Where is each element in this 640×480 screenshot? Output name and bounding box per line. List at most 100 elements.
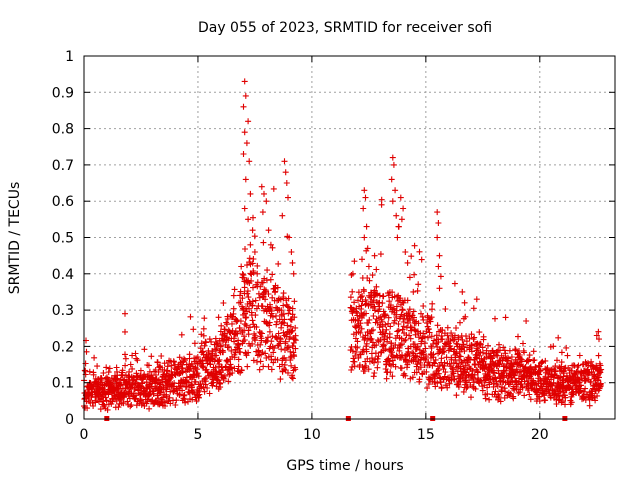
data-point	[363, 340, 370, 347]
data-point	[238, 263, 245, 270]
data-point	[410, 288, 417, 295]
data-point	[427, 374, 434, 381]
data-point	[263, 355, 270, 361]
data-point	[414, 353, 420, 360]
data-point	[391, 317, 398, 324]
data-point	[245, 331, 252, 338]
data-point	[287, 323, 294, 330]
data-point	[411, 326, 418, 333]
data-point	[262, 287, 269, 294]
data-point	[373, 342, 380, 349]
data-point	[254, 262, 261, 269]
data-point	[595, 377, 602, 384]
data-point	[360, 311, 367, 318]
data-point	[455, 383, 462, 390]
data-point	[224, 315, 231, 322]
data-point	[86, 368, 93, 375]
data-point	[119, 367, 126, 374]
data-point	[523, 318, 530, 324]
data-point	[398, 354, 405, 361]
data-point	[363, 362, 369, 369]
data-point	[373, 299, 380, 305]
data-point	[145, 362, 152, 369]
data-point	[240, 151, 247, 157]
data-point	[365, 302, 372, 309]
data-point	[555, 334, 562, 341]
data-point	[370, 326, 376, 333]
data-point	[98, 376, 105, 383]
data-point	[285, 295, 292, 302]
data-point	[394, 328, 401, 335]
data-point	[104, 406, 111, 413]
data-point	[386, 330, 393, 337]
data-point	[592, 397, 599, 404]
data-point	[502, 350, 509, 357]
data-point	[243, 322, 250, 329]
data-point	[457, 319, 463, 326]
data-point	[131, 385, 138, 392]
data-point	[235, 341, 242, 348]
data-point	[237, 288, 244, 295]
data-point	[506, 347, 513, 354]
data-point	[209, 382, 216, 389]
y-tick-label: 0.8	[52, 122, 74, 138]
data-point	[251, 249, 258, 255]
data-point	[425, 325, 432, 332]
data-point	[411, 271, 418, 278]
data-point	[193, 366, 200, 373]
data-point	[399, 326, 406, 333]
data-point	[597, 369, 604, 376]
data-point	[105, 369, 112, 376]
data-point	[479, 344, 486, 351]
data-point	[132, 350, 139, 357]
data-point	[206, 390, 213, 397]
data-point	[270, 349, 277, 356]
data-point	[100, 370, 107, 376]
data-point	[366, 316, 373, 323]
data-point	[588, 358, 595, 365]
data-point	[90, 371, 97, 378]
data-point	[212, 335, 219, 342]
data-point	[230, 292, 237, 299]
x-tick-label: 10	[303, 427, 321, 443]
data-point	[516, 352, 523, 358]
data-point	[363, 223, 370, 230]
data-point	[193, 398, 200, 405]
data-point	[400, 205, 407, 212]
data-point	[480, 336, 487, 343]
data-point	[278, 346, 285, 353]
data-point	[368, 327, 375, 334]
data-point	[241, 284, 248, 291]
data-point	[225, 337, 232, 344]
data-point	[420, 316, 427, 323]
data-point	[235, 356, 242, 363]
data-point	[387, 369, 394, 376]
data-point	[485, 342, 491, 349]
data-point	[370, 373, 377, 380]
data-point	[246, 305, 252, 312]
data-point	[280, 302, 287, 309]
data-point	[167, 400, 174, 407]
data-point	[444, 324, 451, 331]
data-point	[275, 330, 282, 337]
data-point	[396, 345, 403, 351]
data-point	[491, 369, 498, 376]
data-point	[416, 376, 423, 383]
data-point	[222, 372, 228, 379]
data-point	[552, 363, 559, 370]
data-point	[501, 347, 508, 354]
data-point	[245, 216, 252, 223]
data-point	[429, 300, 436, 307]
data-point	[216, 356, 223, 363]
data-point	[179, 387, 186, 394]
data-point	[351, 258, 358, 265]
data-point	[168, 362, 175, 369]
data-point	[394, 234, 401, 241]
x-axis-label: GPS time / hours	[286, 458, 403, 474]
y-tick-label: 0.9	[52, 85, 74, 101]
data-point	[472, 354, 479, 361]
data-point	[480, 349, 486, 356]
data-point	[438, 384, 445, 391]
data-point	[257, 341, 264, 348]
data-point	[265, 363, 272, 370]
